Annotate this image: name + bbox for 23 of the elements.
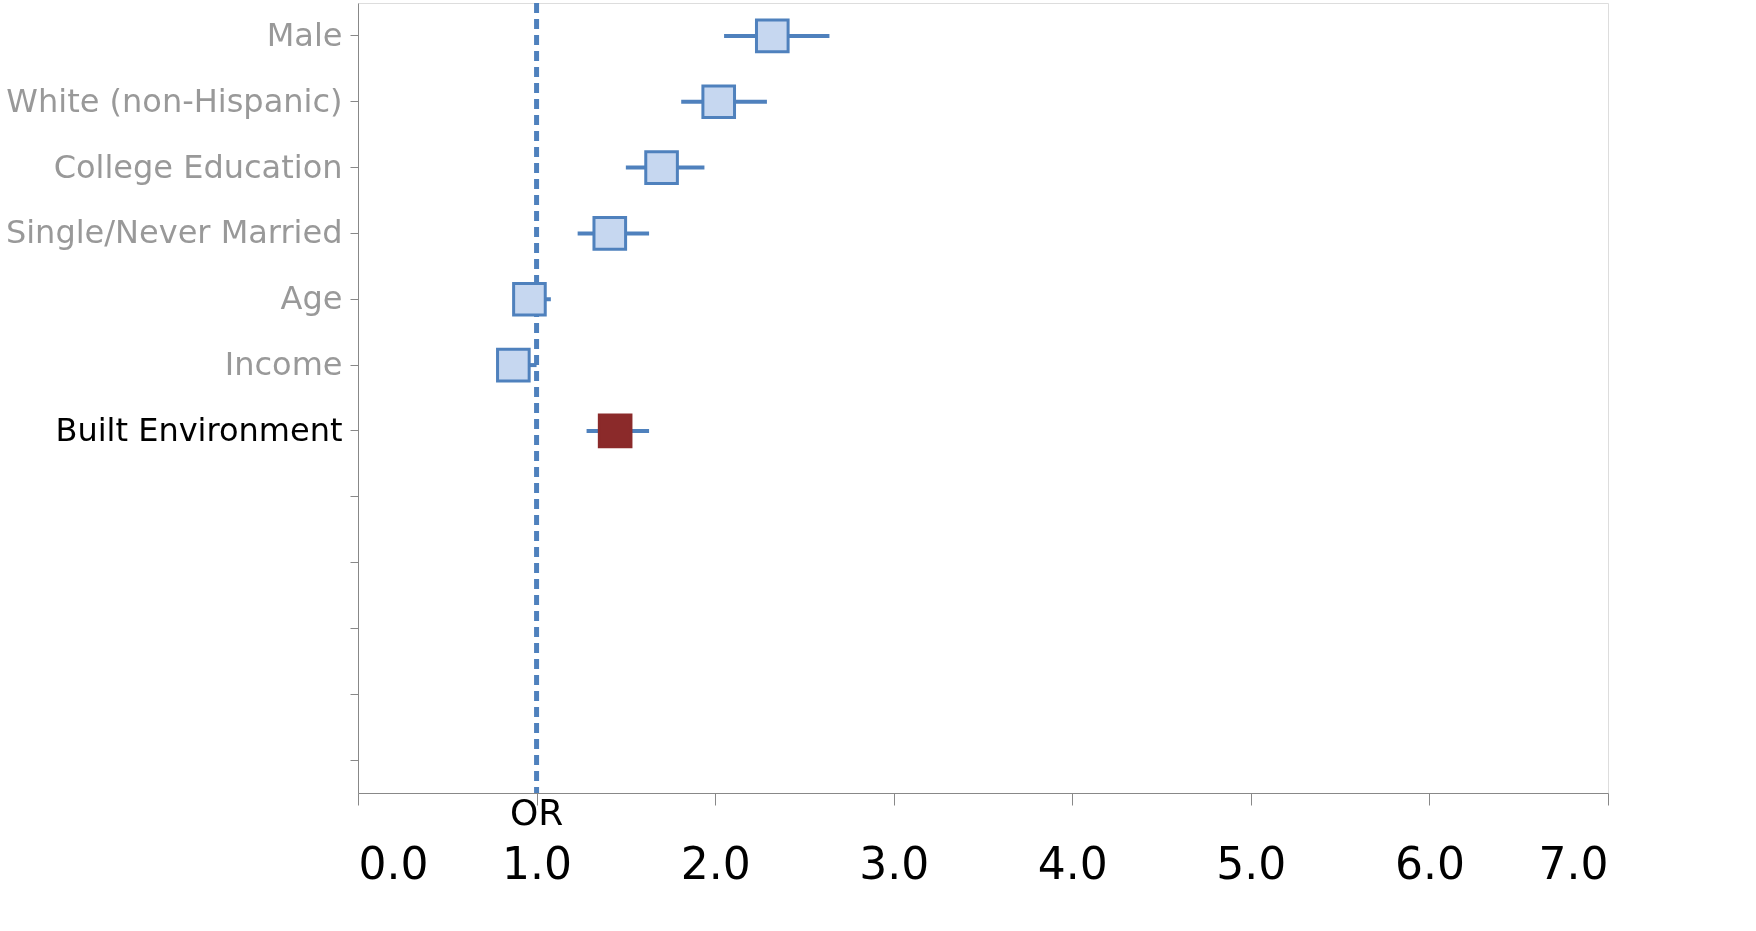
- point: [701, 84, 737, 120]
- ref-line-label: OR: [509, 792, 564, 833]
- point: [754, 18, 790, 54]
- x-tick-label: 6.0: [1394, 837, 1465, 889]
- x-tick-label: 1.0: [502, 837, 573, 889]
- y-tick-label: College Education: [53, 147, 343, 186]
- point: [644, 150, 679, 185]
- point: [496, 347, 531, 383]
- point: [512, 281, 547, 317]
- y-tick-label: Male: [266, 15, 343, 54]
- y-tick-label: White (non-Hispanic): [6, 81, 343, 120]
- x-tick-label: 3.0: [859, 837, 930, 889]
- y-tick-label: Single/Never Married: [5, 213, 343, 252]
- point: [597, 413, 633, 449]
- x-tick-label: 7.0: [1538, 837, 1609, 889]
- x-tick-label: 2.0: [680, 837, 751, 889]
- y-tick-label: Age: [280, 279, 343, 318]
- x-tick-label: 4.0: [1037, 837, 1108, 889]
- y-tick-label: Built Environment: [55, 410, 343, 449]
- y-tick-label: Income: [224, 345, 343, 384]
- point: [592, 216, 628, 251]
- x-tick-label: 5.0: [1216, 837, 1287, 889]
- x-tick-label: 0.0: [358, 837, 429, 889]
